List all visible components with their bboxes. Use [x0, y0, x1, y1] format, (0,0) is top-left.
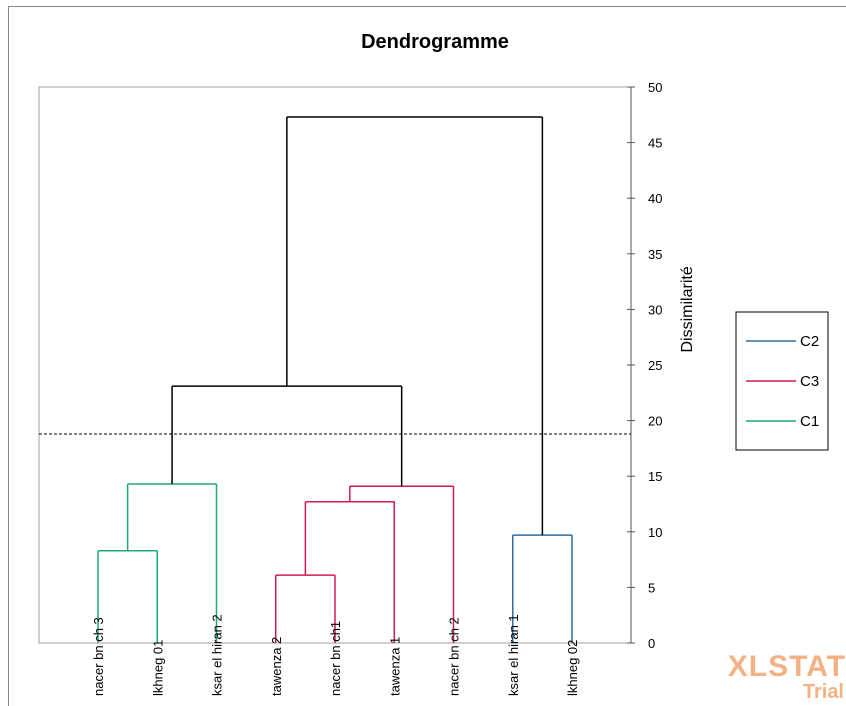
chart-title: Dendrogramme: [361, 31, 509, 53]
leaf-label: nacer bn ch1: [328, 621, 343, 696]
leaf-label: nacer bn ch 2: [447, 617, 462, 696]
y-tick-label: 10: [648, 525, 662, 540]
legend-label: C1: [800, 413, 819, 430]
leaf-label: ksar el hiran 1: [506, 614, 521, 696]
watermark-brand: XLSTAT: [727, 650, 846, 683]
leaf-label: tawenza 1: [387, 637, 402, 696]
chart-frame: [8, 6, 846, 706]
leaf-label: nacer bn ch 3: [91, 617, 106, 696]
leaf-label: lkhneg 02: [565, 640, 580, 696]
legend-label: C2: [800, 333, 819, 350]
watermark-edition: Trial: [802, 681, 844, 703]
y-tick-label: 50: [648, 80, 662, 95]
y-tick-label: 5: [648, 580, 655, 595]
y-tick-label: 0: [648, 636, 655, 651]
y-tick-label: 30: [648, 302, 662, 317]
leaf-label: tawenza 2: [269, 637, 284, 696]
y-tick-label: 45: [648, 136, 662, 151]
y-tick-label: 35: [648, 247, 662, 262]
leaf-label: lkhneg 01: [150, 640, 165, 696]
legend-label: C3: [800, 373, 819, 390]
leaf-label: ksar el hiran 2: [210, 614, 225, 696]
y-tick-label: 40: [648, 191, 662, 206]
y-axis-title: Dissimilarité: [679, 266, 696, 352]
y-tick-label: 15: [648, 469, 662, 484]
y-tick-label: 25: [648, 358, 662, 373]
y-tick-label: 20: [648, 414, 662, 429]
xlstat-watermark: XLSTAT Trial: [727, 650, 846, 703]
